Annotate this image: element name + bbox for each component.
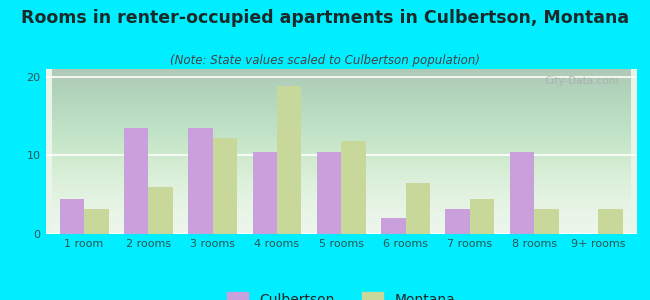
Bar — [84, 209, 109, 234]
Bar — [406, 183, 430, 234]
Legend: Culbertson, Montana: Culbertson, Montana — [222, 287, 461, 300]
Text: City-Data.com: City-Data.com — [545, 76, 619, 85]
Bar — [381, 218, 406, 234]
Bar — [124, 128, 148, 234]
Bar — [213, 138, 237, 234]
Bar — [277, 86, 302, 234]
Text: Rooms in renter-occupied apartments in Culbertson, Montana: Rooms in renter-occupied apartments in C… — [21, 9, 629, 27]
Bar — [253, 152, 277, 234]
Bar — [341, 141, 366, 234]
Bar — [317, 152, 341, 234]
Bar — [148, 187, 173, 234]
Bar — [534, 209, 558, 234]
Bar — [60, 199, 84, 234]
Bar — [510, 152, 534, 234]
Bar — [470, 199, 494, 234]
Bar — [445, 209, 470, 234]
Bar — [599, 209, 623, 234]
Bar — [188, 128, 213, 234]
Text: (Note: State values scaled to Culbertson population): (Note: State values scaled to Culbertson… — [170, 54, 480, 67]
